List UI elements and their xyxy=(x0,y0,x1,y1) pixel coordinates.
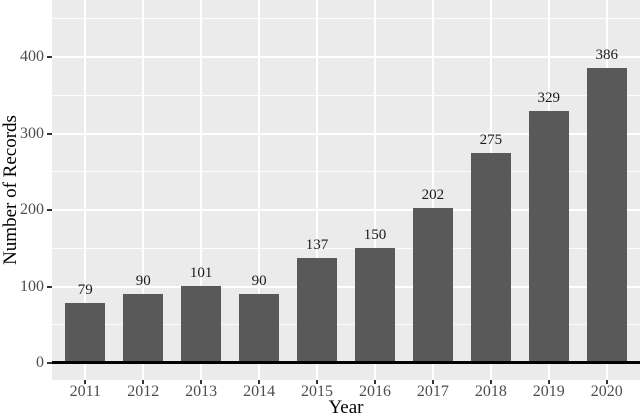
bar-2015 xyxy=(297,258,338,363)
major-gridline-v xyxy=(84,0,87,380)
bar-value-label: 90 xyxy=(251,273,267,290)
bar-value-label: 101 xyxy=(189,264,213,281)
chart-panel xyxy=(52,0,640,380)
x-tick-mark xyxy=(258,380,261,384)
x-tick-label: 2014 xyxy=(243,383,276,400)
major-gridline-v xyxy=(142,0,145,380)
y-tick-mark xyxy=(47,56,52,58)
minor-gridline-h xyxy=(52,324,640,326)
bar-2014 xyxy=(239,294,280,363)
bar-value-label: 386 xyxy=(595,46,618,63)
x-tick-label: 2016 xyxy=(358,383,391,400)
x-tick-mark xyxy=(84,380,87,384)
major-gridline-v xyxy=(431,0,434,380)
major-gridline-h xyxy=(52,209,640,211)
bar-value-label: 150 xyxy=(363,227,387,244)
x-tick-label: 2015 xyxy=(301,383,334,400)
y-tick-mark xyxy=(47,285,52,288)
x-tick-mark xyxy=(431,380,434,384)
major-gridline-v xyxy=(316,0,319,380)
bar-value-label: 137 xyxy=(305,237,329,254)
x-tick-mark xyxy=(547,380,550,384)
x-tick-label: 2019 xyxy=(532,383,565,400)
x-tick-mark xyxy=(142,380,145,384)
major-gridline-v xyxy=(373,0,376,380)
x-tick-label: 2011 xyxy=(69,383,101,400)
x-tick-mark xyxy=(200,380,203,384)
bar-2018 xyxy=(470,152,511,363)
minor-gridline-h xyxy=(52,247,640,249)
y-tick-mark xyxy=(47,362,52,364)
major-gridline-h xyxy=(52,132,640,135)
minor-gridline-h xyxy=(52,94,640,96)
bar-value-label: 275 xyxy=(479,131,503,148)
major-gridline-h xyxy=(52,285,640,288)
x-tick-label: 2017 xyxy=(416,383,449,400)
x-tick-label: 2020 xyxy=(590,383,623,400)
bar-value-label: 90 xyxy=(135,273,151,290)
major-gridline-v xyxy=(258,0,261,380)
y-tick-label: 400 xyxy=(20,48,44,65)
x-tick-label: 2013 xyxy=(185,383,218,400)
bar-value-label: 329 xyxy=(537,90,561,107)
bar-2011 xyxy=(65,302,106,363)
x-axis-title: Year xyxy=(328,397,364,417)
x-tick-label: 2018 xyxy=(474,383,507,400)
major-gridline-h xyxy=(52,56,640,58)
bar-2020 xyxy=(586,67,627,363)
minor-gridline-h xyxy=(52,171,640,173)
bar-2019 xyxy=(528,111,569,363)
bar-2016 xyxy=(354,248,395,363)
y-tick-label: 100 xyxy=(20,277,44,295)
bar-2012 xyxy=(123,294,164,363)
y-tick-mark xyxy=(47,209,52,211)
bar-value-label: 79 xyxy=(77,281,93,298)
x-tick-mark xyxy=(605,380,608,384)
x-tick-mark xyxy=(489,380,492,384)
y-tick-label: 0 xyxy=(36,354,44,371)
y-tick-label: 300 xyxy=(20,124,44,142)
major-gridline-v xyxy=(200,0,203,380)
zero-baseline xyxy=(52,361,640,364)
y-tick-label: 200 xyxy=(20,201,44,218)
y-tick-mark xyxy=(47,132,52,135)
x-tick-label: 2012 xyxy=(127,383,160,400)
bar-value-label: 202 xyxy=(421,187,445,204)
x-tick-mark xyxy=(373,380,376,384)
bar-2013 xyxy=(181,285,222,363)
minor-gridline-h xyxy=(52,18,640,20)
x-tick-mark xyxy=(316,380,319,384)
bar-2017 xyxy=(412,208,453,363)
